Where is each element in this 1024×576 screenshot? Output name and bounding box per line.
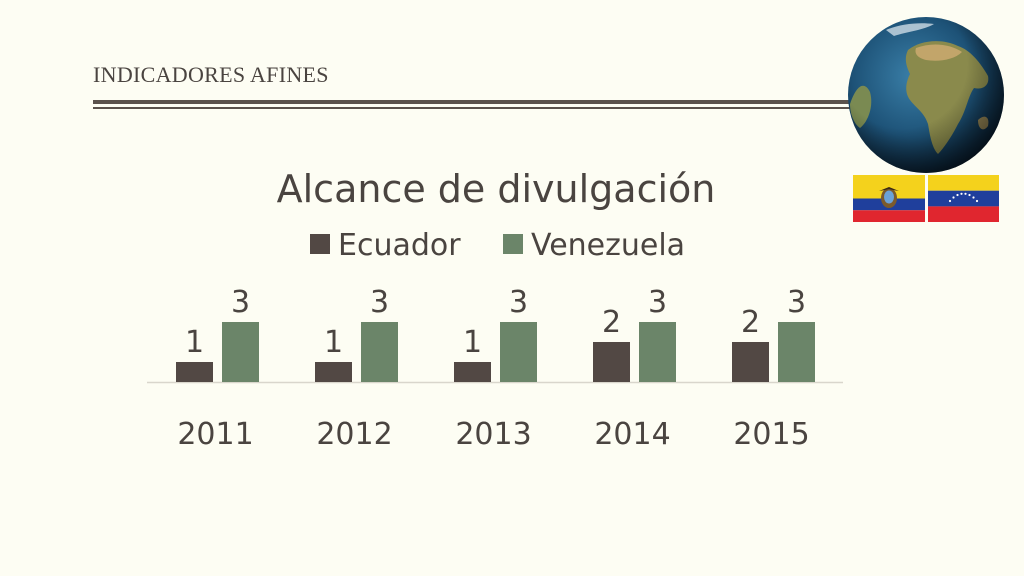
data-label-1-1: 3 — [370, 285, 389, 320]
x-tick-label-4: 2015 — [733, 417, 809, 452]
data-label-0-2: 1 — [463, 325, 482, 360]
x-tick-label-3: 2014 — [594, 417, 670, 452]
venezuela-flag-icon — [928, 175, 999, 222]
data-label-0-1: 1 — [324, 325, 343, 360]
bar-0-0 — [176, 362, 213, 382]
header-rule-thin — [93, 107, 853, 109]
slide-header: INDICADORES AFINES — [93, 62, 329, 87]
chart-legend: Ecuador Venezuela — [310, 228, 685, 263]
bar-0-1 — [315, 362, 352, 382]
bar-1-1 — [361, 322, 398, 382]
globe-icon — [848, 17, 1004, 173]
bar-0-4 — [732, 342, 769, 382]
bar-1-0 — [222, 322, 259, 382]
data-label-1-4: 3 — [787, 285, 806, 320]
data-label-0-3: 2 — [602, 305, 621, 340]
data-label-0-4: 2 — [741, 305, 760, 340]
x-tick-label-0: 2011 — [177, 417, 253, 452]
data-label-1-0: 3 — [231, 285, 250, 320]
bar-1-2 — [500, 322, 537, 382]
legend-swatch-1 — [503, 234, 523, 254]
bar-0-2 — [454, 362, 491, 382]
legend-label-0: Ecuador — [338, 228, 461, 263]
ecuador-flag-icon — [853, 175, 925, 222]
data-label-0-0: 1 — [185, 325, 204, 360]
x-tick-label-1: 2012 — [316, 417, 392, 452]
legend-label-1: Venezuela — [531, 228, 685, 263]
x-tick-label-2: 2013 — [455, 417, 531, 452]
bar-1-3 — [639, 322, 676, 382]
x-axis-ticks: 2011 2012 2013 2014 2015 — [177, 417, 809, 452]
chart-title: Alcance de divulgación — [277, 167, 716, 211]
legend-swatch-0 — [310, 234, 330, 254]
data-label-1-3: 3 — [648, 285, 667, 320]
data-label-1-2: 3 — [509, 285, 528, 320]
header-rule-thick — [93, 100, 853, 104]
bar-0-3 — [593, 342, 630, 382]
bar-1-4 — [778, 322, 815, 382]
